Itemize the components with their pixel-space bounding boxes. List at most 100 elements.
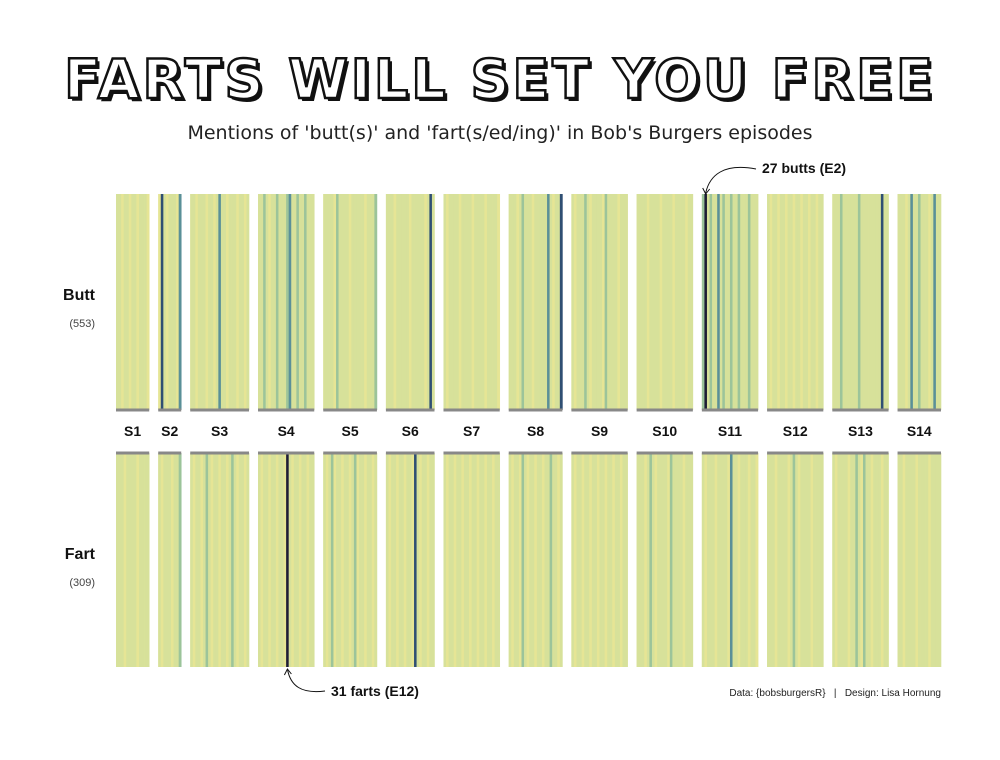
episode-cell xyxy=(920,194,924,410)
episode-cell xyxy=(388,453,392,667)
episode-cell xyxy=(883,453,887,667)
episode-cell xyxy=(203,453,206,667)
episode-cell xyxy=(348,194,352,410)
episode-cell xyxy=(241,453,245,667)
episode-cell xyxy=(897,453,901,667)
episode-cell xyxy=(779,194,783,410)
episode-cell xyxy=(226,453,229,667)
season-label: S8 xyxy=(527,423,544,439)
episode-cell xyxy=(755,194,759,410)
episode-cell xyxy=(508,194,512,410)
episode-cell xyxy=(263,194,266,410)
episode-cell xyxy=(208,194,211,410)
episode-cell xyxy=(935,453,939,667)
design-credit: Design: Lisa Hornung xyxy=(844,688,941,699)
episode-cell xyxy=(421,194,425,410)
episode-cell xyxy=(923,453,926,667)
episode-cell xyxy=(810,194,814,410)
season-label: S2 xyxy=(161,423,178,439)
episode-cell xyxy=(131,194,135,410)
episode-cell xyxy=(837,453,841,667)
episode-cell xyxy=(139,453,142,667)
episode-cell xyxy=(416,453,420,667)
episode-cell xyxy=(862,453,866,667)
episode-cell xyxy=(431,194,435,410)
episode-cell xyxy=(343,194,347,410)
episode-cell xyxy=(706,453,710,667)
episode-cell xyxy=(408,453,412,667)
episode-cell xyxy=(915,453,919,667)
episode-cell xyxy=(265,453,269,667)
episode-cell xyxy=(740,453,744,667)
episode-cell xyxy=(348,453,352,667)
episode-cell xyxy=(933,453,937,667)
data-credit: Data: {bobsburgersR} xyxy=(729,688,826,699)
episode-cell xyxy=(453,453,457,667)
episode-cell xyxy=(448,194,452,410)
episode-cell xyxy=(536,194,540,410)
episode-cell xyxy=(917,194,921,410)
season-label: S14 xyxy=(907,423,932,439)
episode-cell xyxy=(246,194,250,410)
episode-cell xyxy=(492,194,495,410)
episode-cell xyxy=(369,453,373,667)
episode-cell xyxy=(330,194,334,410)
episode-cell xyxy=(706,194,710,410)
episode-cell xyxy=(584,453,588,667)
episode-cell xyxy=(857,194,861,410)
episode-cell xyxy=(385,194,389,410)
episode-cell xyxy=(146,194,150,410)
episode-cell xyxy=(654,453,658,667)
episode-cell xyxy=(599,194,603,410)
episode-cell xyxy=(727,453,731,667)
episode-cell xyxy=(160,194,164,410)
episode-cell xyxy=(513,194,517,410)
season-label: S3 xyxy=(211,423,228,439)
episode-cell xyxy=(411,453,415,667)
episode-cell xyxy=(667,194,671,410)
episode-cell xyxy=(341,194,344,410)
episode-cell xyxy=(338,453,342,667)
episode-cell xyxy=(325,194,329,410)
episode-cell xyxy=(123,194,127,410)
episode-cell xyxy=(651,194,655,410)
episode-cell xyxy=(552,453,556,667)
episode-cell xyxy=(617,453,621,667)
episode-cell xyxy=(210,453,214,667)
episode-cell xyxy=(928,453,932,667)
episode-cell xyxy=(755,453,759,667)
episode-cell xyxy=(513,453,517,667)
episode-cell xyxy=(724,194,728,410)
episode-cell xyxy=(557,453,561,667)
episode-cell xyxy=(850,194,854,410)
episode-cell xyxy=(484,453,488,667)
episode-cell xyxy=(403,194,407,410)
episode-cell xyxy=(607,194,611,410)
episode-cell xyxy=(614,194,618,410)
episode-cell xyxy=(622,194,626,410)
episode-cell xyxy=(486,194,490,410)
episode-cell xyxy=(369,194,373,410)
episode-cell xyxy=(123,453,127,667)
episode-cell xyxy=(596,194,600,410)
episode-cell xyxy=(818,453,822,667)
episode-cell xyxy=(374,194,378,410)
episode-cell xyxy=(456,453,460,667)
episode-cell xyxy=(750,194,754,410)
episode-cell xyxy=(431,453,435,667)
annotation-fart-max: 31 farts (E12) xyxy=(331,683,419,699)
episode-cell xyxy=(243,194,247,410)
episode-cell xyxy=(596,453,600,667)
episode-cell xyxy=(815,194,819,410)
episode-cell xyxy=(669,453,673,667)
episode-cell xyxy=(398,194,402,410)
episode-cell xyxy=(192,453,196,667)
episode-cell xyxy=(777,194,781,410)
episode-cell xyxy=(463,194,467,410)
episode-cell xyxy=(912,194,916,410)
episode-cell xyxy=(301,453,305,667)
episode-cell xyxy=(659,453,663,667)
episode-cell xyxy=(604,194,608,410)
chart-title: FARTS WILL SET YOU FREE xyxy=(63,47,936,113)
